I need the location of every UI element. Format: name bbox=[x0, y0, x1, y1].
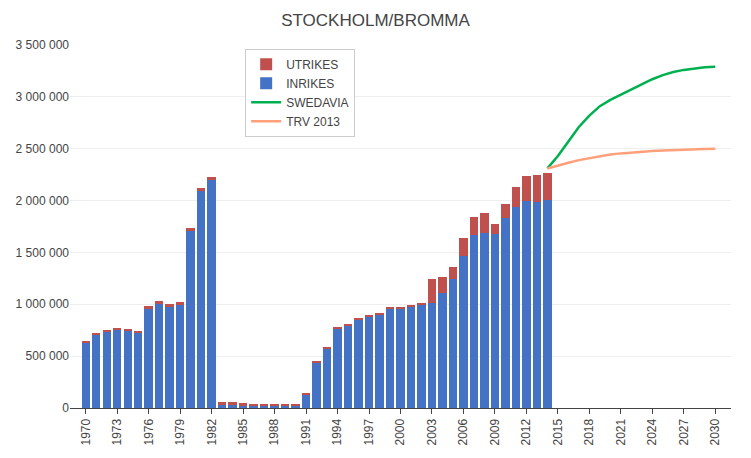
svg-text:1976: 1976 bbox=[142, 418, 156, 445]
svg-text:1994: 1994 bbox=[330, 418, 344, 445]
svg-text:1 500 000: 1 500 000 bbox=[16, 246, 70, 260]
svg-text:2027: 2027 bbox=[677, 418, 691, 445]
svg-text:1979: 1979 bbox=[173, 418, 187, 445]
svg-text:1970: 1970 bbox=[79, 418, 93, 445]
svg-text:2003: 2003 bbox=[425, 418, 439, 445]
svg-text:1997: 1997 bbox=[362, 418, 376, 445]
svg-text:2000: 2000 bbox=[393, 418, 407, 445]
svg-text:2015: 2015 bbox=[551, 418, 565, 445]
svg-text:STOCKHOLM/BROMMA: STOCKHOLM/BROMMA bbox=[281, 11, 470, 30]
svg-text:1988: 1988 bbox=[268, 418, 282, 445]
svg-text:2 000 000: 2 000 000 bbox=[16, 194, 70, 208]
svg-text:2024: 2024 bbox=[645, 418, 659, 445]
svg-text:3 000 000: 3 000 000 bbox=[16, 90, 70, 104]
svg-text:SWEDAVIA: SWEDAVIA bbox=[286, 96, 348, 110]
svg-text:2030: 2030 bbox=[708, 418, 722, 445]
svg-text:INRIKES: INRIKES bbox=[286, 77, 334, 91]
svg-text:2012: 2012 bbox=[519, 418, 533, 445]
svg-text:0: 0 bbox=[62, 401, 69, 415]
svg-text:500 000: 500 000 bbox=[26, 349, 70, 363]
svg-text:TRV 2013: TRV 2013 bbox=[286, 115, 340, 129]
svg-text:UTRIKES: UTRIKES bbox=[286, 58, 338, 72]
svg-text:2 500 000: 2 500 000 bbox=[16, 142, 70, 156]
svg-text:1982: 1982 bbox=[205, 418, 219, 445]
svg-text:2021: 2021 bbox=[614, 418, 628, 445]
svg-text:1991: 1991 bbox=[299, 418, 313, 445]
svg-text:2018: 2018 bbox=[582, 418, 596, 445]
svg-text:3 500 000: 3 500 000 bbox=[16, 38, 70, 52]
svg-text:1985: 1985 bbox=[236, 418, 250, 445]
svg-text:1 000 000: 1 000 000 bbox=[16, 297, 70, 311]
svg-text:2006: 2006 bbox=[456, 418, 470, 445]
svg-text:2009: 2009 bbox=[488, 418, 502, 445]
svg-text:1973: 1973 bbox=[110, 418, 124, 445]
